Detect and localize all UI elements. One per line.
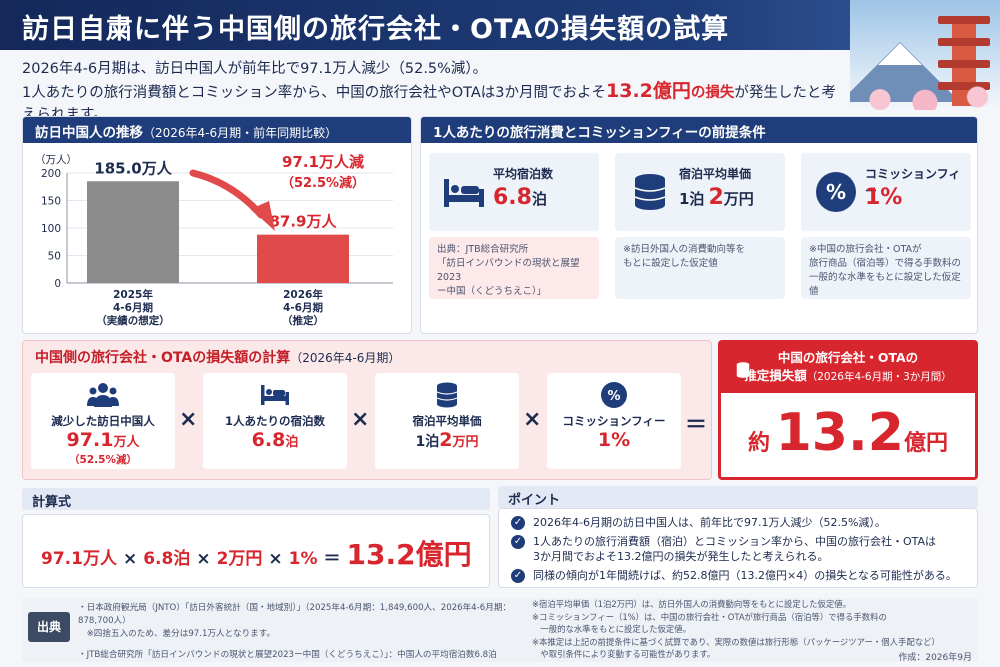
bar [87, 181, 179, 283]
created-date: 作成：2026年9月 [898, 653, 972, 663]
assumption-nights: 平均宿泊数 6.8泊 出典：JTB総合研究所 「訪日インバウンドの現状と展望20… [429, 153, 599, 301]
bar-value-label: 185.0万人 [94, 159, 172, 177]
formula-head: 計算式 [22, 488, 490, 510]
coins-icon [634, 174, 666, 210]
equals-sign: ＝ [685, 413, 708, 438]
loss-calc-panel: 中国側の旅行会社・OTAの損失額の計算（2026年4-6月期） 減少した訪日中国… [22, 340, 712, 480]
assumption-note: ※訪日外国人の消費動向等を もとに設定した仮定値 [615, 237, 785, 299]
point-item: ✓ 同様の傾向が1年間続けば、約52.8億円（13.2億円×4）の損失となる可能性… [511, 568, 971, 583]
y-tick-label: 200 [41, 168, 61, 180]
bar-value-label: 87.9万人 [269, 213, 337, 231]
points-panel: ✓ 2026年4-6月期の訪日中国人は、前年比で97.1万人減少（52.5%減）。… [498, 508, 978, 588]
bar [257, 234, 349, 283]
calc-box-unit-price: 宿泊平均単価 1泊2万円 [375, 373, 519, 469]
loss-calc-head: 中国側の旅行会社・OTAの損失額の計算（2026年4-6月期） [35, 350, 401, 366]
coins-icon [436, 382, 458, 408]
coins-icon [736, 362, 750, 378]
lead-text: 2026年4-6月期は、訪日中国人が前年比で97.1万人減少（52.5%減）。 … [22, 58, 842, 126]
percent-icon: % [601, 382, 627, 408]
sources-panel: 出典 ・日本政府観光局（JNTO）「訪日外客統計（国・地域別）」（2025年4-… [22, 598, 978, 663]
times-sign: × [523, 407, 542, 432]
x-tick-label: 2025年 [113, 288, 153, 301]
assumption-unit-price: 宿泊平均単価 1泊 2万円 ※訪日外国人の消費動向等を もとに設定した仮定値 [615, 153, 785, 301]
x-tick-label: （推定） [282, 314, 324, 327]
formula-panel: 97.1万人 × 6.8泊 × 2万円 × 1% ＝ 13.2億円 [22, 514, 490, 588]
sources-right: ※宿泊平均単価（1泊2万円）は、訪日外国人の消費動向等をもとに設定した仮定値。 … [532, 599, 972, 663]
times-sign: × [351, 407, 370, 432]
check-icon: ✓ [511, 535, 525, 549]
decrease-arrow-head [251, 201, 275, 231]
formula-expression: 97.1万人 × 6.8泊 × 2万円 × 1% ＝ 13.2億円 [41, 538, 472, 571]
percent-icon: % [816, 172, 856, 212]
calc-box-nights: 1人あたりの宿泊数 6.8泊 [203, 373, 347, 469]
x-tick-label: 4-6月期 [113, 301, 153, 314]
svg-text:%: % [826, 180, 846, 204]
lead-line-1: 2026年4-6月期は、訪日中国人が前年比で97.1万人減少（52.5%減）。 [22, 61, 488, 77]
scenery-illustration [850, 0, 1000, 110]
point-item: ✓ 2026年4-6月期の訪日中国人は、前年比で97.1万人減少（52.5%減）。 [511, 515, 971, 530]
y-tick-label: 150 [41, 196, 61, 208]
check-icon: ✓ [511, 516, 525, 530]
people-icon [87, 383, 119, 407]
x-tick-label: 4-6月期 [283, 301, 323, 314]
estimated-loss-value: 約 13.2億円 [748, 403, 948, 463]
trend-panel-head: 訪日中国人の推移（2026年4-6月期・前年同期比較） [23, 117, 411, 143]
y-tick-label: 50 [48, 251, 61, 263]
x-tick-label: 2026年 [283, 288, 323, 301]
decrease-annotation-pct: （52.5%減） [281, 175, 365, 191]
trend-panel: 訪日中国人の推移（2026年4-6月期・前年同期比較） （万人） 0 50 100 15… [22, 116, 412, 334]
y-tick-label: 0 [54, 278, 61, 290]
point-item: ✓ 1人あたりの旅行消費額（宿泊）とコミッション率から、中国の旅行会社・OTAは 3… [511, 534, 971, 564]
estimated-loss-head: 中国の旅行会社・OTAの 推定損失額（2026年4-6月期・3か月間） [721, 343, 975, 393]
sources-badge: 出典 [28, 612, 70, 642]
bed-icon [261, 385, 289, 405]
lead-highlight-amount: 13.2億円 [606, 80, 691, 102]
page-title: 訪日自粛に伴う中国側の旅行会社・OTAの損失額の試算 [22, 14, 730, 45]
assumptions-panel: 1人あたりの旅行消費とコミッションフィーの前提条件 平均宿泊数 6.8泊 出典：… [420, 116, 978, 334]
x-tick-label: （実績の想定） [96, 314, 170, 327]
assumption-note: ※中国の旅行会社・OTAが 旅行商品（宿泊等）で得る手数料の 一般的な水準をもと… [801, 237, 971, 299]
calc-box-commission: % コミッションフィー 1% [547, 373, 681, 469]
estimated-loss-box: 中国の旅行会社・OTAの 推定損失額（2026年4-6月期・3か月間） 約 13… [718, 340, 978, 480]
blossom-icon [850, 84, 1000, 110]
assumptions-panel-head: 1人あたりの旅行消費とコミッションフィーの前提条件 [421, 117, 977, 143]
sources-left: ・日本政府観光局（JNTO）「訪日外客統計（国・地域別）」（2025年4-6月期… [78, 603, 512, 660]
lead-line-2: 1人あたりの旅行消費額とコミッション率から、中国の旅行会社やOTAは3か月間でお… [22, 80, 836, 123]
decrease-arrow [189, 169, 265, 219]
svg-text:%: % [607, 389, 620, 404]
check-icon: ✓ [511, 569, 525, 583]
times-sign: × [179, 407, 198, 432]
assumption-note: 出典：JTB総合研究所 「訪日インバウンドの現状と展望2023 ー中国（くどうち… [429, 237, 599, 299]
bed-icon [444, 179, 484, 207]
y-axis-unit: （万人） [35, 154, 77, 166]
calc-box-visitors: 減少した訪日中国人 97.1万人 （52.5%減） [31, 373, 175, 469]
y-tick-label: 100 [41, 223, 61, 235]
assumption-commission: % コミッションフィー 1% ※中国の旅行会社・OTAが 旅行商品（宿泊等）で得… [801, 153, 971, 301]
points-head: ポイント [498, 486, 978, 508]
title-bar: 訪日自粛に伴う中国側の旅行会社・OTAの損失額の試算 [0, 0, 1000, 50]
decrease-annotation: 97.1万人減 [282, 153, 364, 171]
